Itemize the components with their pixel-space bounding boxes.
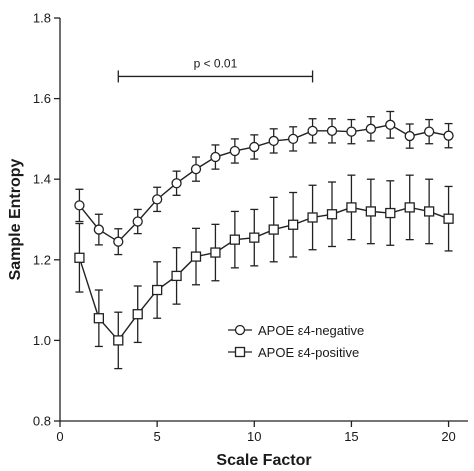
- x-tick-label: 20: [441, 429, 455, 444]
- data-point: [74, 200, 85, 211]
- data-point: [113, 236, 124, 247]
- data-point: [365, 123, 377, 134]
- legend: APOE ε4-negative APOE ε4-positive: [228, 323, 364, 360]
- annotation: p < 0.01: [117, 56, 314, 83]
- legend-item-negative: APOE ε4-negative: [228, 323, 364, 338]
- legend-item-positive: APOE ε4-positive: [228, 345, 359, 360]
- x-tick-label: 10: [247, 429, 261, 444]
- data-point: [404, 130, 415, 142]
- data-point: [268, 224, 279, 235]
- legend-label-negative: APOE ε4-negative: [258, 323, 364, 338]
- data-point: [190, 251, 202, 262]
- data-point: [443, 213, 454, 224]
- data-point: [385, 207, 396, 219]
- data-point: [365, 206, 377, 217]
- data-point: [171, 178, 182, 189]
- data-point: [307, 212, 318, 223]
- data-point: [93, 224, 105, 235]
- data-point: [113, 335, 124, 346]
- y-tick-label: 1.4: [33, 172, 51, 187]
- data-point: [326, 209, 338, 220]
- data-point: [287, 133, 299, 145]
- data-point: [210, 151, 221, 163]
- data-point: [287, 219, 299, 230]
- data-point: [346, 202, 357, 213]
- data-point: [132, 309, 143, 320]
- series-layer: [74, 110, 454, 370]
- data-point: [307, 125, 318, 136]
- data-point: [249, 141, 260, 153]
- series-negative: [74, 110, 454, 256]
- data-point: [268, 135, 279, 147]
- legend-marker-positive: [234, 346, 246, 358]
- data-point: [151, 194, 163, 205]
- data-point: [423, 206, 435, 217]
- x-axis-title: Scale Factor: [216, 452, 311, 469]
- y-tick-label: 0.8: [33, 414, 51, 429]
- x-tick-label: 0: [56, 429, 63, 444]
- data-point: [74, 252, 85, 263]
- y-tick-label: 1.0: [33, 333, 51, 348]
- data-point: [210, 247, 221, 258]
- series-positive: [74, 174, 454, 370]
- data-point: [229, 234, 241, 245]
- y-tick-label: 1.6: [33, 91, 51, 106]
- data-point: [423, 126, 435, 137]
- legend-label-positive: APOE ε4-positive: [258, 345, 359, 360]
- data-point: [404, 202, 415, 213]
- axes: [59, 18, 468, 422]
- y-tick-label: 1.2: [33, 252, 51, 267]
- data-point: [346, 126, 357, 137]
- data-point: [151, 284, 163, 296]
- data-point: [326, 125, 338, 136]
- x-tick-label: 5: [154, 429, 161, 444]
- y-axis-title: Sample Entropy: [7, 159, 24, 281]
- data-point: [171, 270, 182, 282]
- y-tick-label: 1.8: [33, 11, 51, 26]
- data-point: [229, 145, 241, 157]
- data-point: [190, 163, 202, 175]
- x-tick-label: 15: [344, 429, 358, 444]
- data-point: [93, 313, 105, 324]
- data-point: [132, 216, 143, 227]
- legend-marker-negative: [234, 324, 246, 336]
- series-line: [78, 206, 449, 342]
- ticks: 0.8 1.0 1.2 1.4 1.6 1.8 0 5 10 15 20: [33, 11, 456, 445]
- significance-label: p < 0.01: [194, 56, 238, 70]
- data-point: [443, 130, 454, 141]
- data-point: [385, 119, 396, 130]
- data-point: [249, 232, 260, 243]
